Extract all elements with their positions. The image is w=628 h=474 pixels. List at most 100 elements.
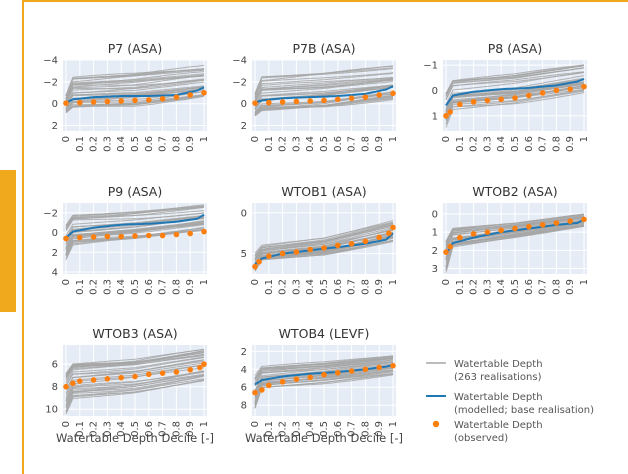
realisation-line bbox=[254, 220, 394, 254]
x-tick-label: 0.2 bbox=[89, 136, 100, 152]
observed-point bbox=[321, 245, 327, 251]
observed-point bbox=[470, 99, 477, 105]
observed-point bbox=[77, 234, 83, 241]
realisation-lines bbox=[445, 213, 585, 273]
realisation-line bbox=[65, 212, 205, 236]
x-tick-label: 0.4 bbox=[116, 279, 127, 295]
observed-point bbox=[539, 222, 546, 228]
realisation-line bbox=[445, 83, 585, 111]
x-tick-label: 0.4 bbox=[116, 136, 127, 152]
y-tick-label: 8 bbox=[52, 382, 58, 393]
frame-left-border bbox=[22, 0, 24, 474]
x-tick-label: 0.2 bbox=[89, 421, 100, 437]
observed-point bbox=[77, 378, 83, 384]
x-tick-label: 0.5 bbox=[130, 136, 141, 152]
observed-point bbox=[567, 218, 573, 225]
observed-point bbox=[201, 228, 207, 235]
realisation-line bbox=[254, 81, 394, 105]
observed-point bbox=[581, 83, 587, 90]
panel-title: P7 (ASA) bbox=[108, 41, 163, 56]
realisation-line bbox=[65, 356, 205, 384]
observed-point bbox=[362, 238, 369, 245]
x-tick-label: 1 bbox=[388, 279, 399, 285]
observed-point bbox=[159, 370, 166, 376]
side-tab-marker bbox=[0, 170, 16, 312]
observed-point bbox=[376, 234, 383, 241]
x-tick-label: 0.5 bbox=[130, 279, 141, 295]
observed-point bbox=[498, 227, 505, 234]
y-tick-label: 2 bbox=[432, 246, 438, 257]
x-tick-label: 0 bbox=[61, 279, 72, 285]
observed-point bbox=[390, 224, 396, 231]
observed-point bbox=[118, 233, 124, 240]
realisation-line bbox=[445, 67, 585, 97]
legend-modelled-label-line1: Watertable Depth bbox=[454, 392, 543, 403]
x-axis-label: Watertable Depth Decile [-] bbox=[56, 431, 214, 445]
x-tick-label: 0.3 bbox=[482, 279, 493, 295]
modelled-line bbox=[445, 78, 585, 107]
x-tick-label: 1 bbox=[199, 279, 210, 285]
observed-point bbox=[321, 97, 327, 104]
x-tick-label: 0.5 bbox=[319, 279, 330, 295]
observed-point bbox=[173, 231, 180, 238]
x-tick-label: 0.2 bbox=[469, 279, 480, 295]
x-tick-label: 0.3 bbox=[291, 279, 302, 295]
y-tick-label: 0 bbox=[52, 228, 58, 239]
observed-point bbox=[553, 220, 560, 226]
panel-7: WTOB3 (ASA) 6 8 100 0.1 0.2 0.3 0.4 0.5 0.6 0.7 0.8… bbox=[45, 326, 214, 445]
realisation-lines bbox=[65, 204, 205, 260]
observed-point bbox=[146, 371, 152, 378]
realisation-line bbox=[65, 355, 205, 382]
x-tick-label: 0.5 bbox=[130, 421, 141, 437]
x-tick-label: 0.1 bbox=[264, 279, 275, 295]
x-tick-label: 0.7 bbox=[538, 279, 549, 295]
realisation-line bbox=[65, 348, 205, 379]
observed-point bbox=[470, 231, 477, 237]
realisation-line bbox=[445, 65, 585, 94]
x-tick-label: 0.7 bbox=[347, 421, 358, 437]
x-tick-label: 1 bbox=[579, 279, 590, 285]
observed-point bbox=[256, 258, 262, 265]
observed-point bbox=[443, 249, 449, 255]
x-tick-label: 0.8 bbox=[551, 279, 562, 295]
panel-title: WTOB1 (ASA) bbox=[281, 184, 366, 199]
observed-point bbox=[266, 99, 272, 106]
observed-point bbox=[252, 263, 258, 270]
observed-point bbox=[279, 250, 286, 257]
x-tick-label: 0.1 bbox=[455, 136, 466, 152]
realisation-line bbox=[254, 72, 394, 99]
observed-point bbox=[63, 235, 69, 242]
x-tick-label: 0.6 bbox=[524, 136, 535, 152]
observed-point bbox=[132, 233, 138, 239]
observed-point bbox=[457, 234, 463, 241]
x-tick-label: 0 bbox=[61, 421, 72, 427]
x-tick-label: 0.9 bbox=[565, 136, 576, 152]
observed-point bbox=[447, 109, 453, 115]
modelled-line bbox=[254, 85, 394, 104]
realisation-line bbox=[65, 375, 205, 409]
x-tick-label: 0.6 bbox=[524, 279, 535, 295]
observed-point bbox=[279, 99, 286, 105]
observed-point bbox=[348, 368, 355, 374]
observed-point bbox=[526, 223, 532, 230]
observed-point bbox=[90, 377, 97, 383]
x-tick-label: 0.4 bbox=[305, 136, 316, 152]
x-tick-label: 0.7 bbox=[538, 136, 549, 152]
realisation-line bbox=[254, 361, 394, 391]
x-tick-label: 0.6 bbox=[144, 421, 155, 437]
x-tick-label: 0.4 bbox=[305, 279, 316, 295]
observed-point bbox=[293, 98, 300, 105]
x-tick-label: 0.4 bbox=[496, 279, 507, 295]
x-tick-label: 0.2 bbox=[469, 136, 480, 152]
x-tick-label: 0.7 bbox=[158, 279, 169, 295]
observed-point bbox=[70, 380, 76, 387]
realisation-line bbox=[445, 82, 585, 113]
x-tick-label: 0.9 bbox=[185, 279, 196, 295]
panel-title: WTOB4 (LEVF) bbox=[279, 326, 370, 341]
observed-point bbox=[90, 99, 97, 105]
x-tick-label: 0.1 bbox=[75, 279, 86, 295]
observed-point bbox=[146, 232, 152, 239]
